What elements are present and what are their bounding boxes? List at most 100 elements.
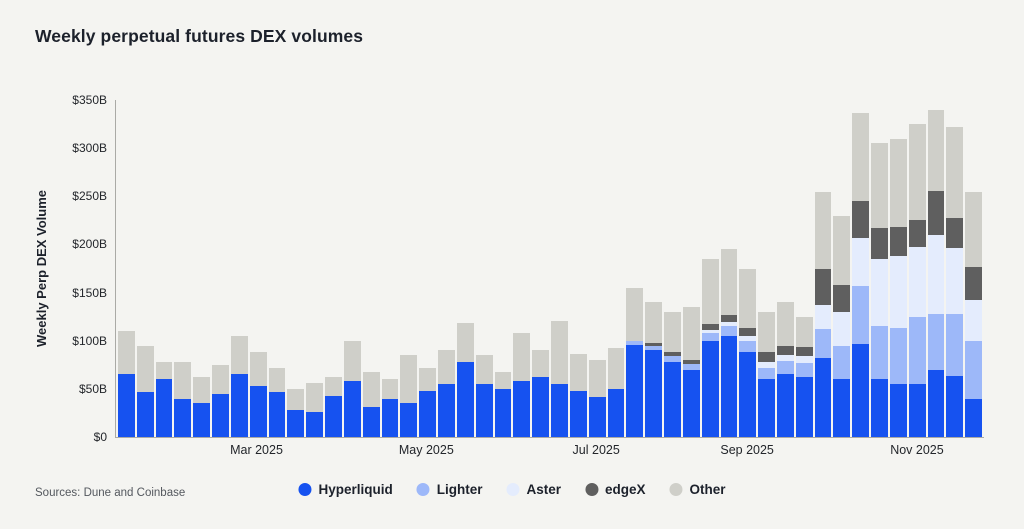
- segment-lighter: [889, 328, 907, 385]
- bar-week-19: [475, 355, 493, 437]
- segment-hyperliquid: [965, 398, 983, 437]
- segment-edgex: [720, 314, 738, 323]
- segment-other: [174, 361, 192, 399]
- legend-dot-icon: [669, 483, 683, 496]
- segment-lighter: [833, 345, 851, 380]
- bar-week-36: [795, 316, 813, 437]
- segment-hyperliquid: [343, 381, 361, 437]
- segment-other: [946, 127, 964, 218]
- legend-item-other: Other: [669, 482, 726, 497]
- bar-week-28: [645, 302, 663, 437]
- legend-label: Aster: [526, 482, 561, 497]
- segment-lighter: [626, 340, 644, 345]
- bar-week-8: [268, 367, 286, 437]
- bar-week-25: [588, 359, 606, 437]
- legend-item-lighter: Lighter: [416, 482, 482, 497]
- segment-hyperliquid: [155, 379, 173, 437]
- legend-item-hyperliquid: Hyperliquid: [298, 482, 393, 497]
- segment-hyperliquid: [739, 352, 757, 437]
- segment-hyperliquid: [494, 388, 512, 437]
- segment-other: [136, 345, 154, 392]
- bar-series-container: [116, 100, 984, 437]
- segment-other: [155, 361, 173, 380]
- segment-aster: [701, 330, 719, 334]
- legend-dot-icon: [298, 483, 312, 496]
- segment-aster: [871, 258, 888, 327]
- bar-week-39: [852, 112, 870, 437]
- segment-other: [400, 355, 418, 404]
- segment-other: [720, 249, 738, 315]
- segment-lighter: [664, 356, 681, 362]
- bar-week-23: [551, 321, 568, 437]
- bar-week-14: [381, 379, 399, 437]
- x-tick-label: Sep 2025: [720, 443, 774, 457]
- y-tick-label: $200B: [72, 237, 107, 252]
- segment-other: [456, 323, 474, 362]
- segment-other: [118, 331, 135, 375]
- segment-other: [833, 215, 851, 285]
- segment-aster: [814, 305, 832, 330]
- segment-aster: [758, 361, 775, 368]
- y-tick-label: $350B: [72, 93, 107, 107]
- segment-other: [682, 307, 700, 360]
- segment-hyperliquid: [513, 381, 531, 437]
- segment-other: [362, 371, 380, 408]
- segment-lighter: [720, 326, 738, 336]
- segment-aster: [908, 247, 926, 317]
- segment-hyperliquid: [814, 358, 832, 437]
- segment-other: [701, 258, 719, 325]
- bar-week-41: [889, 138, 907, 437]
- segment-aster: [852, 237, 870, 286]
- segment-lighter: [758, 367, 775, 380]
- segment-hyperliquid: [174, 398, 192, 437]
- segment-other: [230, 335, 248, 375]
- segment-hyperliquid: [381, 398, 399, 437]
- segment-edgex: [776, 345, 794, 356]
- segment-hyperliquid: [475, 384, 493, 437]
- segment-aster: [739, 335, 757, 341]
- segment-other: [475, 355, 493, 385]
- segment-hyperliquid: [889, 384, 907, 437]
- segment-hyperliquid: [833, 379, 851, 437]
- bar-week-22: [532, 350, 550, 437]
- bar-week-27: [626, 287, 644, 437]
- segment-lighter: [701, 333, 719, 341]
- segment-hyperliquid: [569, 390, 587, 437]
- bar-week-17: [438, 350, 455, 437]
- y-tick-label: $0: [93, 430, 107, 444]
- bar-week-10: [306, 383, 324, 437]
- segment-edgex: [645, 342, 663, 346]
- segment-edgex: [664, 352, 681, 357]
- bar-week-7: [249, 352, 267, 437]
- segment-hyperliquid: [720, 335, 738, 437]
- bar-week-30: [682, 307, 700, 437]
- segment-hyperliquid: [852, 343, 870, 437]
- bar-week-33: [739, 268, 757, 437]
- segment-other: [381, 379, 399, 399]
- segment-hyperliquid: [532, 377, 550, 437]
- segment-edgex: [927, 191, 945, 235]
- bar-week-4: [193, 377, 211, 437]
- segment-hyperliquid: [871, 379, 888, 437]
- segment-hyperliquid: [268, 391, 286, 437]
- segment-hyperliquid: [362, 407, 380, 437]
- bar-week-24: [569, 354, 587, 437]
- bar-week-32: [720, 249, 738, 437]
- bar-week-26: [607, 348, 625, 437]
- segment-edgex: [908, 220, 926, 248]
- segment-hyperliquid: [607, 388, 625, 437]
- segment-hyperliquid: [230, 374, 248, 437]
- segment-other: [419, 367, 437, 391]
- segment-hyperliquid: [193, 403, 211, 437]
- segment-other: [852, 112, 870, 202]
- bar-week-38: [833, 215, 851, 437]
- segment-edgex: [965, 266, 983, 301]
- segment-edgex: [682, 360, 700, 364]
- segment-other: [551, 321, 568, 385]
- segment-hyperliquid: [325, 395, 342, 437]
- segment-hyperliquid: [212, 393, 229, 437]
- segment-edgex: [889, 227, 907, 256]
- segment-hyperliquid: [551, 384, 568, 437]
- legend-label: edgeX: [605, 482, 646, 497]
- bar-week-40: [871, 143, 888, 437]
